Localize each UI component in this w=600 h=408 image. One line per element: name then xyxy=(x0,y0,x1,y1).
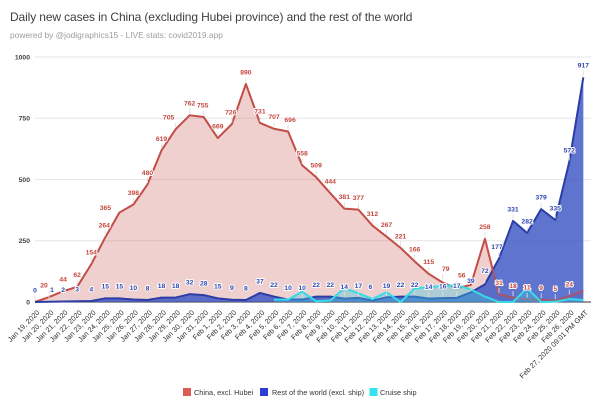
svg-text:44: 44 xyxy=(59,277,67,284)
svg-text:267: 267 xyxy=(381,222,393,229)
svg-text:16: 16 xyxy=(439,283,447,290)
svg-text:250: 250 xyxy=(19,238,31,245)
svg-text:177: 177 xyxy=(491,244,503,251)
svg-text:669: 669 xyxy=(212,124,224,131)
svg-text:917: 917 xyxy=(578,63,590,70)
svg-text:377: 377 xyxy=(353,195,365,202)
svg-text:powered by @jodigraphics15 - L: powered by @jodigraphics15 - LIVE stats:… xyxy=(10,30,223,40)
svg-text:39: 39 xyxy=(467,278,475,285)
svg-text:166: 166 xyxy=(409,247,421,254)
svg-text:755: 755 xyxy=(197,102,209,109)
svg-text:14: 14 xyxy=(341,284,349,291)
svg-text:312: 312 xyxy=(367,211,379,218)
svg-text:17: 17 xyxy=(355,283,363,290)
svg-text:381: 381 xyxy=(339,194,351,201)
svg-text:31: 31 xyxy=(495,280,503,287)
svg-text:619: 619 xyxy=(156,136,168,143)
svg-text:3: 3 xyxy=(75,287,79,294)
svg-text:331: 331 xyxy=(507,206,519,213)
svg-text:10: 10 xyxy=(298,285,306,292)
svg-text:22: 22 xyxy=(411,282,419,289)
svg-text:480: 480 xyxy=(142,170,154,177)
svg-text:24: 24 xyxy=(565,282,573,289)
svg-text:0: 0 xyxy=(26,299,30,306)
svg-text:37: 37 xyxy=(256,278,264,285)
svg-text:China, excl. Hubei: China, excl. Hubei xyxy=(194,388,254,397)
svg-text:10: 10 xyxy=(284,285,292,292)
svg-text:500: 500 xyxy=(19,177,31,184)
svg-text:20: 20 xyxy=(40,283,48,290)
svg-text:1: 1 xyxy=(50,287,54,294)
svg-text:6: 6 xyxy=(369,284,373,291)
svg-text:22: 22 xyxy=(312,282,320,289)
svg-text:1000: 1000 xyxy=(15,54,30,61)
svg-text:731: 731 xyxy=(254,108,266,115)
svg-text:365: 365 xyxy=(100,205,112,212)
svg-text:Cruise ship: Cruise ship xyxy=(380,388,417,397)
svg-text:264: 264 xyxy=(99,223,111,230)
svg-text:4: 4 xyxy=(89,286,93,293)
svg-text:335: 335 xyxy=(550,205,562,212)
svg-text:15: 15 xyxy=(116,284,124,291)
svg-text:72: 72 xyxy=(481,268,489,275)
svg-text:509: 509 xyxy=(311,163,323,170)
svg-text:890: 890 xyxy=(240,69,252,76)
svg-text:18: 18 xyxy=(509,283,517,290)
svg-text:62: 62 xyxy=(73,272,81,279)
svg-text:379: 379 xyxy=(535,195,547,202)
svg-text:0: 0 xyxy=(33,287,37,294)
svg-text:726: 726 xyxy=(225,110,237,117)
svg-text:705: 705 xyxy=(163,115,175,122)
svg-text:79: 79 xyxy=(442,266,450,273)
svg-text:8: 8 xyxy=(146,285,150,292)
svg-text:221: 221 xyxy=(395,233,407,240)
svg-text:22: 22 xyxy=(270,282,278,289)
svg-text:19: 19 xyxy=(383,283,391,290)
svg-text:32: 32 xyxy=(186,280,194,287)
svg-text:444: 444 xyxy=(325,179,337,186)
svg-text:9: 9 xyxy=(230,285,234,292)
svg-text:22: 22 xyxy=(326,282,334,289)
svg-text:18: 18 xyxy=(172,283,180,290)
svg-text:115: 115 xyxy=(423,259,434,266)
svg-text:15: 15 xyxy=(102,284,110,291)
svg-text:17: 17 xyxy=(453,283,461,290)
svg-text:15: 15 xyxy=(214,284,222,291)
svg-text:Rest of the world (excl. ship): Rest of the world (excl. ship) xyxy=(272,388,364,397)
svg-text:696: 696 xyxy=(284,117,296,124)
svg-text:8: 8 xyxy=(244,285,248,292)
svg-text:154: 154 xyxy=(86,250,98,257)
svg-text:Daily new cases in China (excl: Daily new cases in China (excluding Hube… xyxy=(10,10,412,24)
svg-text:9: 9 xyxy=(539,285,543,292)
svg-text:398: 398 xyxy=(128,190,140,197)
svg-text:282: 282 xyxy=(521,218,533,225)
svg-text:56: 56 xyxy=(458,273,466,280)
svg-text:258: 258 xyxy=(479,224,491,231)
svg-text:14: 14 xyxy=(425,284,433,291)
svg-text:10: 10 xyxy=(130,285,138,292)
svg-text:558: 558 xyxy=(296,151,308,158)
svg-text:11: 11 xyxy=(524,285,531,292)
svg-text:572: 572 xyxy=(564,147,576,154)
svg-text:2: 2 xyxy=(61,287,65,294)
svg-text:28: 28 xyxy=(200,281,208,288)
svg-text:5: 5 xyxy=(553,286,557,293)
svg-text:18: 18 xyxy=(158,283,166,290)
svg-text:22: 22 xyxy=(397,282,405,289)
svg-text:707: 707 xyxy=(268,114,280,121)
svg-text:750: 750 xyxy=(19,116,31,123)
svg-text:762: 762 xyxy=(184,101,196,108)
